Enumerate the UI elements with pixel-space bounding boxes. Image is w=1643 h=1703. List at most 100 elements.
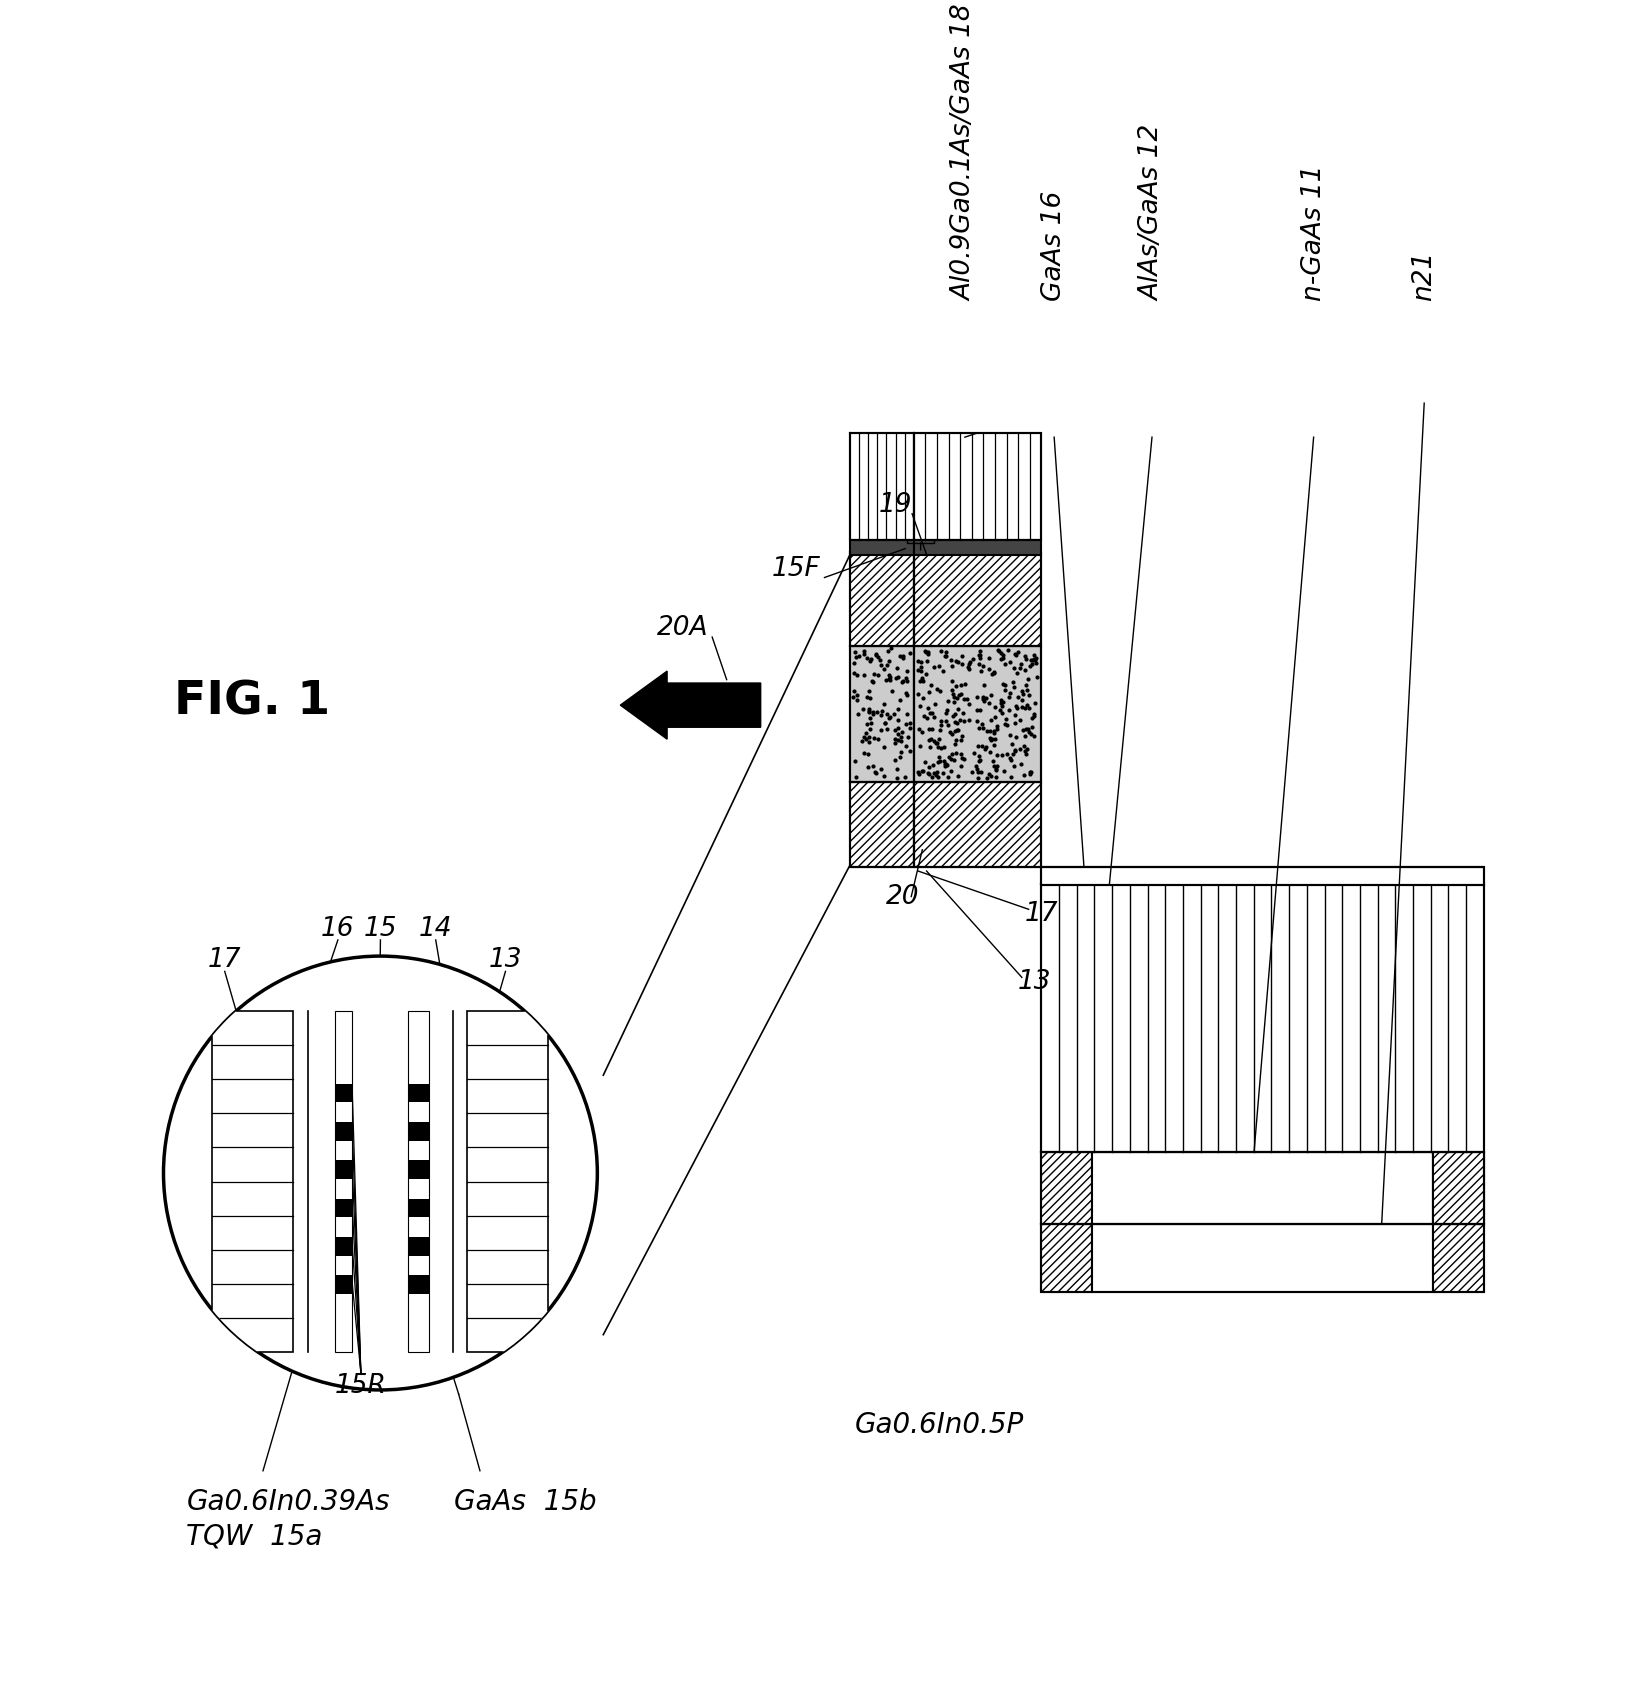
Bar — [849, 552, 914, 645]
Point — [922, 652, 948, 679]
Point — [920, 703, 946, 731]
Point — [932, 753, 958, 780]
Point — [964, 697, 991, 724]
Point — [892, 763, 918, 790]
Point — [909, 666, 935, 693]
Point — [841, 649, 868, 676]
Text: n-GaAs 11: n-GaAs 11 — [1301, 165, 1326, 301]
Point — [864, 725, 891, 753]
Text: Ga0.6In0.39As
TQW  15a: Ga0.6In0.39As TQW 15a — [186, 1488, 389, 1550]
Point — [910, 685, 937, 712]
Point — [1006, 685, 1032, 712]
Point — [991, 758, 1017, 785]
Point — [918, 671, 945, 698]
Point — [894, 700, 920, 727]
Point — [1004, 659, 1030, 686]
Point — [876, 661, 902, 688]
Point — [1009, 693, 1035, 720]
Point — [973, 732, 999, 760]
Point — [884, 654, 910, 681]
Point — [966, 743, 992, 770]
Point — [943, 725, 969, 753]
Point — [859, 753, 886, 780]
Point — [1002, 693, 1029, 720]
Point — [940, 703, 966, 731]
Point — [889, 719, 915, 746]
Text: 15F: 15F — [772, 555, 820, 582]
Point — [983, 693, 1009, 720]
Point — [854, 644, 881, 671]
Point — [951, 707, 978, 734]
Point — [917, 753, 943, 780]
Point — [992, 705, 1019, 732]
Point — [1017, 652, 1043, 679]
Point — [887, 724, 914, 751]
Point — [1015, 664, 1042, 691]
Point — [863, 758, 889, 785]
Point — [927, 748, 953, 775]
Point — [937, 744, 963, 771]
Point — [1009, 686, 1035, 714]
Bar — [407, 1236, 429, 1255]
Point — [983, 763, 1009, 790]
Point — [1012, 715, 1038, 743]
Point — [1001, 673, 1027, 700]
Point — [897, 737, 923, 765]
Point — [981, 725, 1007, 753]
Point — [897, 715, 923, 743]
Point — [909, 649, 935, 676]
Point — [910, 756, 937, 783]
Point — [854, 685, 881, 712]
Point — [872, 666, 899, 693]
Point — [915, 727, 941, 754]
Point — [884, 756, 910, 783]
Point — [876, 705, 902, 732]
Circle shape — [164, 955, 598, 1390]
Point — [943, 708, 969, 736]
Point — [1015, 719, 1042, 746]
Point — [969, 710, 996, 737]
Point — [918, 725, 945, 753]
Point — [923, 729, 950, 756]
Point — [868, 754, 894, 782]
Point — [858, 647, 884, 674]
Point — [851, 724, 877, 751]
Bar — [1433, 1224, 1484, 1293]
Point — [863, 760, 889, 787]
Point — [912, 702, 938, 729]
Point — [974, 765, 1001, 792]
Point — [907, 732, 933, 760]
Text: Al0.9Ga0.1As/GaAs 18: Al0.9Ga0.1As/GaAs 18 — [951, 5, 978, 301]
Point — [935, 763, 961, 790]
Text: AlAs/GaAs 12: AlAs/GaAs 12 — [1139, 124, 1165, 301]
Point — [925, 652, 951, 679]
Point — [928, 734, 955, 761]
Point — [868, 702, 894, 729]
Point — [895, 724, 922, 751]
Point — [894, 710, 920, 737]
Point — [891, 644, 917, 671]
Point — [843, 662, 869, 690]
Point — [992, 673, 1019, 700]
Point — [984, 743, 1010, 770]
Point — [981, 748, 1007, 775]
Point — [981, 717, 1007, 744]
Point — [1022, 700, 1048, 727]
Point — [969, 685, 996, 712]
Point — [877, 666, 904, 693]
Point — [915, 678, 941, 705]
Point — [981, 719, 1007, 746]
Point — [1007, 736, 1033, 763]
Point — [1017, 720, 1043, 748]
Point — [989, 698, 1015, 725]
Text: Ga0.6In0.5P: Ga0.6In0.5P — [854, 1412, 1024, 1439]
Point — [914, 705, 940, 732]
Point — [1012, 671, 1038, 698]
Point — [882, 725, 909, 753]
Point — [996, 697, 1022, 724]
Point — [907, 668, 933, 695]
Bar — [335, 1122, 352, 1141]
Point — [1010, 717, 1037, 744]
Point — [948, 651, 974, 678]
Point — [1004, 695, 1030, 722]
